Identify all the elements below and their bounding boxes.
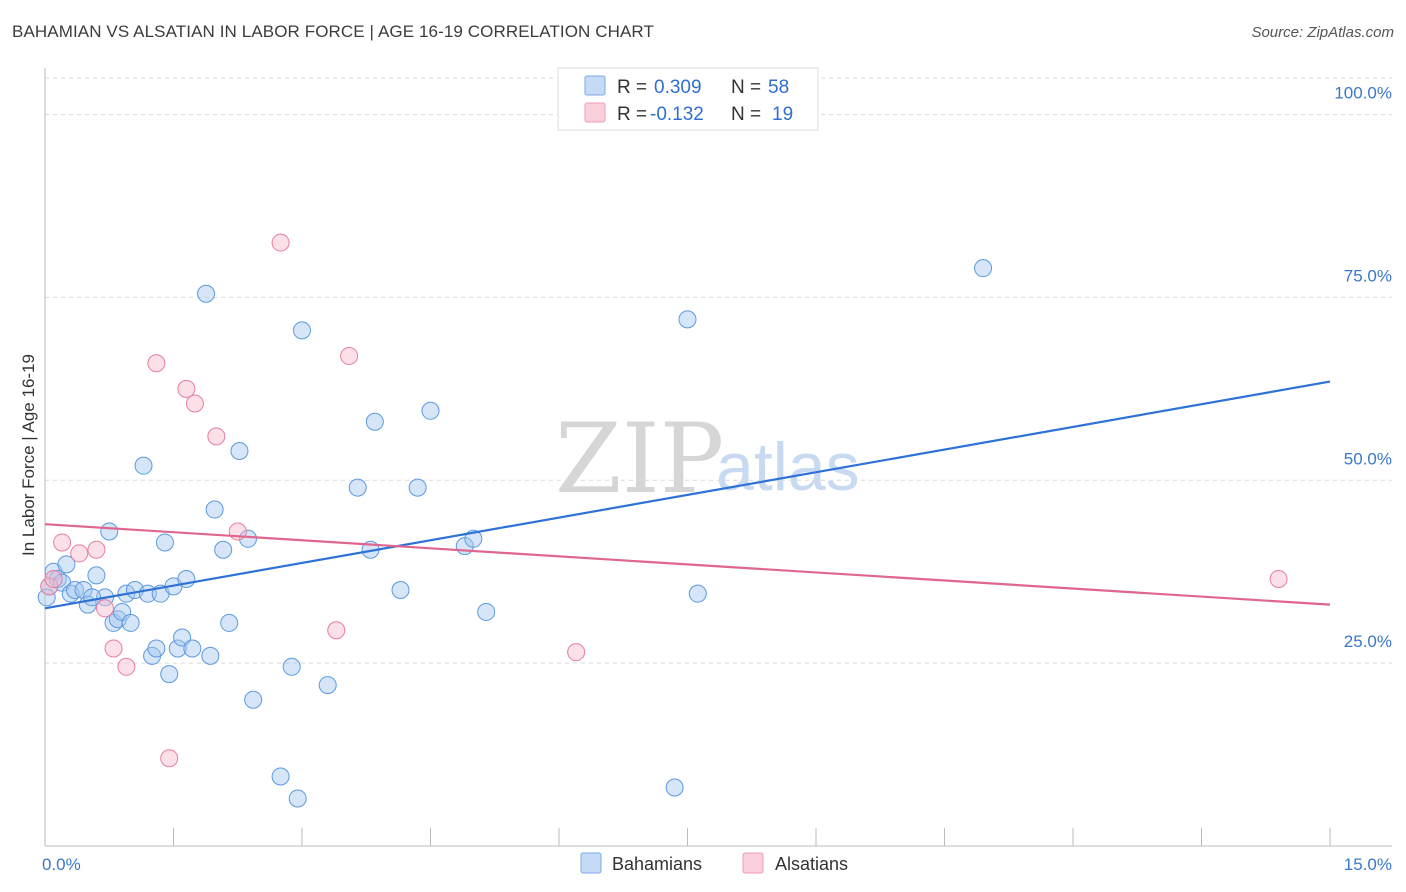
point-bahamians: [477, 602, 496, 621]
point-bahamians: [244, 690, 263, 709]
trend-lines: [44, 380, 1331, 610]
point-alsatians: [53, 533, 72, 552]
y-tick-label: 100.0%: [1334, 84, 1392, 103]
point-alsatians: [117, 657, 136, 676]
point-bahamians: [678, 310, 697, 329]
point-alsatians: [1269, 570, 1288, 589]
point-bahamians: [205, 500, 224, 519]
point-bahamians: [183, 639, 202, 658]
chart-title: BAHAMIAN VS ALSATIAN IN LABOR FORCE | AG…: [12, 22, 654, 41]
bottom-legend-label-bahamians: Bahamians: [612, 854, 702, 874]
point-bahamians: [168, 639, 187, 658]
legend-swatch-alsatians: [584, 102, 606, 123]
point-bahamians: [271, 767, 290, 786]
legend-n-label-bahamians: N =: [731, 77, 761, 98]
point-alsatians: [44, 570, 63, 589]
legend-r-label-alsatians: R =: [617, 104, 647, 125]
point-bahamians: [665, 778, 684, 797]
point-bahamians: [57, 555, 76, 574]
y-tick-label: 25.0%: [1344, 632, 1392, 651]
point-bahamians: [173, 628, 192, 647]
watermark: ZIP atlas: [555, 403, 860, 515]
point-bahamians: [282, 657, 301, 676]
point-bahamians: [201, 646, 220, 665]
point-bahamians: [160, 665, 179, 684]
point-alsatians: [340, 346, 359, 365]
point-bahamians: [147, 639, 166, 658]
legend-n-label-alsatians: N =: [731, 104, 761, 125]
y-tick-label: 50.0%: [1344, 449, 1392, 468]
series-legend: Bahamians Alsatians: [580, 852, 848, 874]
point-bahamians: [134, 456, 153, 475]
point-alsatians: [207, 427, 226, 446]
point-bahamians: [391, 581, 410, 599]
point-alsatians: [327, 621, 346, 640]
point-bahamians: [365, 412, 384, 431]
point-bahamians: [155, 533, 174, 552]
point-alsatians: [147, 354, 166, 373]
data-points: [37, 233, 1288, 808]
y-tick-label: 75.0%: [1344, 266, 1392, 285]
gridlines: [45, 77, 1392, 664]
point-bahamians: [293, 321, 311, 340]
point-alsatians: [87, 540, 106, 559]
point-bahamians: [688, 584, 707, 603]
point-bahamians: [239, 529, 258, 548]
point-alsatians: [160, 749, 179, 768]
point-alsatians: [185, 394, 204, 413]
point-bahamians: [220, 613, 239, 632]
watermark-atlas: atlas: [716, 429, 860, 505]
legend-swatch-bahamians: [584, 75, 606, 96]
watermark-zip: ZIP: [555, 403, 724, 515]
legend-r-value-alsatians: -0.132: [650, 104, 704, 125]
trend-line-alsatians: [44, 523, 1331, 606]
point-bahamians: [230, 442, 249, 461]
x-tick-label: 15.0%: [1344, 855, 1392, 874]
point-bahamians: [318, 676, 337, 695]
source-label: Source: ZipAtlas.com: [1251, 24, 1394, 41]
point-alsatians: [95, 599, 114, 618]
point-alsatians: [104, 639, 123, 658]
point-bahamians: [100, 522, 119, 541]
legend-n-value-bahamians: 58: [768, 77, 789, 98]
legend-r-value-bahamians: 0.309: [654, 77, 702, 98]
point-alsatians: [271, 233, 290, 252]
bottom-legend-swatch-alsatians: [742, 852, 764, 874]
point-bahamians: [408, 478, 427, 497]
point-bahamians: [197, 284, 216, 303]
point-bahamians: [87, 566, 106, 585]
point-bahamians: [121, 613, 140, 632]
point-bahamians: [421, 401, 440, 420]
point-bahamians: [348, 478, 367, 497]
axes: 25.0% 50.0% 75.0% 100.0% 0.0% 15.0%: [42, 68, 1392, 874]
point-alsatians: [567, 643, 586, 662]
point-bahamians: [214, 540, 233, 559]
stats-legend: R = 0.309 N = 58 R = -0.132 N = 19: [557, 67, 819, 131]
bottom-legend-swatch-bahamians: [580, 852, 602, 874]
point-bahamians: [288, 789, 307, 808]
point-alsatians: [70, 544, 89, 563]
legend-n-value-alsatians: 19: [772, 104, 793, 125]
point-alsatians: [177, 379, 196, 398]
y-axis-label: In Labor Force | Age 16-19: [19, 354, 38, 556]
legend-r-label-bahamians: R =: [617, 77, 647, 98]
point-bahamians: [974, 259, 993, 278]
x-tick-label: 0.0%: [42, 855, 81, 874]
bottom-legend-label-alsatians: Alsatians: [775, 854, 848, 874]
point-bahamians: [37, 588, 56, 607]
trend-line-bahamians: [44, 380, 1331, 610]
